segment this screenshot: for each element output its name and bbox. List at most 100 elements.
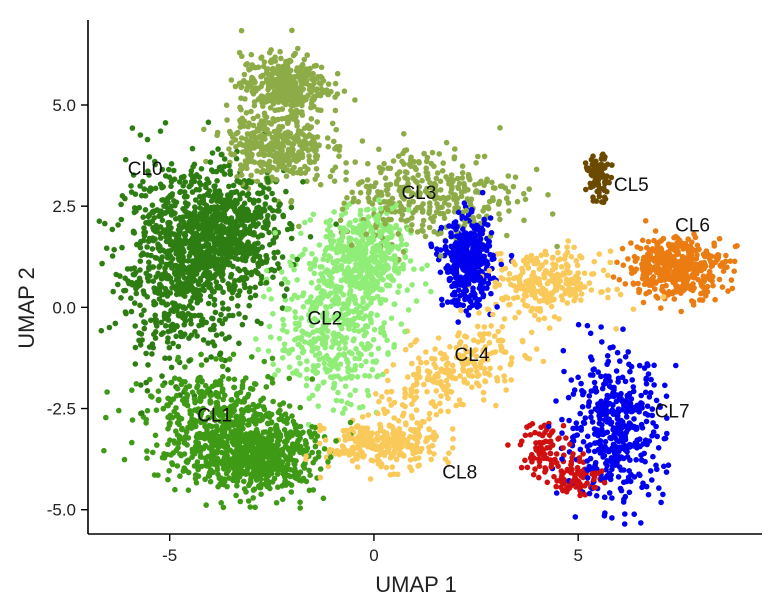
- point-cl0: [160, 227, 167, 233]
- point-cl2: [368, 351, 375, 358]
- point-cl2: [362, 372, 368, 379]
- point-cl2: [338, 212, 345, 218]
- point-cl1: [200, 405, 206, 412]
- point-cl4: [396, 452, 403, 458]
- point-cl0: [198, 166, 205, 172]
- point-cl4: [402, 386, 408, 392]
- point-cl0: [242, 257, 249, 264]
- point-cl7: [438, 296, 445, 303]
- point-cl4: [575, 270, 581, 276]
- point-cl3: [234, 174, 240, 180]
- point-cl3: [406, 187, 412, 194]
- point-cl7: [650, 453, 656, 460]
- point-cl4: [504, 295, 511, 301]
- point-cl1: [213, 356, 219, 362]
- point-cl4: [414, 376, 420, 382]
- point-cl7: [481, 285, 488, 291]
- point-cl0: [300, 179, 306, 185]
- point-cl1: [230, 351, 237, 358]
- point-cl2: [424, 262, 430, 269]
- point-cl7: [627, 368, 633, 375]
- point-cl2: [352, 355, 358, 362]
- point-cl4: [509, 355, 515, 361]
- point-cl8: [536, 463, 543, 470]
- point-cl0: [148, 187, 154, 193]
- point-cl4: [380, 443, 386, 450]
- point-cl3: [260, 103, 266, 109]
- point-cl2: [279, 355, 286, 361]
- point-cl7: [498, 261, 505, 268]
- point-cl1: [273, 422, 280, 429]
- point-cl0: [158, 331, 165, 338]
- point-cl1: [269, 479, 276, 485]
- point-cl3: [266, 158, 273, 165]
- point-cl6: [643, 290, 649, 297]
- point-cl7: [615, 474, 622, 480]
- point-cl4: [551, 314, 558, 320]
- point-cl3: [254, 113, 261, 120]
- point-cl3: [367, 183, 374, 189]
- point-cl1: [186, 383, 193, 390]
- point-cl4: [568, 253, 575, 260]
- point-cl2: [323, 233, 330, 240]
- point-cl3: [352, 97, 358, 103]
- point-cl1: [297, 505, 304, 511]
- point-cl2: [341, 352, 348, 359]
- point-cl0: [188, 298, 194, 305]
- point-cl3: [398, 216, 405, 223]
- point-cl4: [516, 309, 522, 316]
- point-cl0: [176, 179, 183, 185]
- point-cl3: [404, 169, 410, 176]
- point-cl7: [488, 230, 495, 236]
- point-cl2: [330, 407, 337, 413]
- point-cl1: [169, 460, 175, 466]
- point-cl7: [607, 476, 614, 483]
- point-cl2: [314, 327, 321, 334]
- point-cl1: [278, 447, 285, 453]
- point-cl0: [138, 382, 144, 388]
- point-cl2: [371, 326, 378, 333]
- point-cl4: [429, 442, 436, 449]
- point-cl3: [495, 201, 502, 207]
- point-cl4: [591, 258, 598, 265]
- point-cl4: [460, 367, 467, 374]
- point-cl7: [598, 373, 604, 380]
- point-cl6: [728, 277, 735, 283]
- point-cl0: [203, 357, 210, 363]
- point-cl6: [727, 258, 734, 265]
- point-cl8: [570, 451, 576, 457]
- point-cl1: [320, 495, 327, 502]
- point-cl3: [497, 216, 503, 223]
- point-cl3: [343, 160, 349, 166]
- point-cl3: [522, 196, 529, 203]
- point-cl7: [598, 408, 605, 414]
- point-cl7: [559, 430, 565, 436]
- point-cl4: [476, 310, 482, 316]
- point-cl2: [320, 379, 327, 386]
- point-cl1: [202, 382, 209, 389]
- point-cl5: [588, 156, 595, 163]
- point-cl0: [165, 328, 172, 335]
- point-cl0: [157, 282, 163, 288]
- point-cl3: [237, 124, 244, 130]
- point-cl8: [522, 457, 528, 464]
- point-cl4: [473, 353, 480, 360]
- point-cl0: [205, 300, 212, 307]
- point-cl4: [340, 427, 347, 434]
- point-cl4: [402, 394, 408, 401]
- point-cl0: [230, 182, 237, 189]
- point-cl4: [349, 458, 356, 464]
- point-cl0: [207, 293, 214, 300]
- point-cl0: [144, 294, 150, 300]
- point-cl2: [369, 366, 376, 373]
- point-cl3: [268, 47, 274, 53]
- point-cl7: [448, 299, 455, 305]
- point-cl3: [505, 173, 512, 179]
- point-cl4: [607, 259, 613, 266]
- point-cl0: [166, 344, 173, 351]
- point-cl1: [144, 448, 150, 454]
- point-cl3: [386, 182, 392, 188]
- point-cl1: [237, 498, 244, 505]
- point-cl2: [349, 293, 356, 300]
